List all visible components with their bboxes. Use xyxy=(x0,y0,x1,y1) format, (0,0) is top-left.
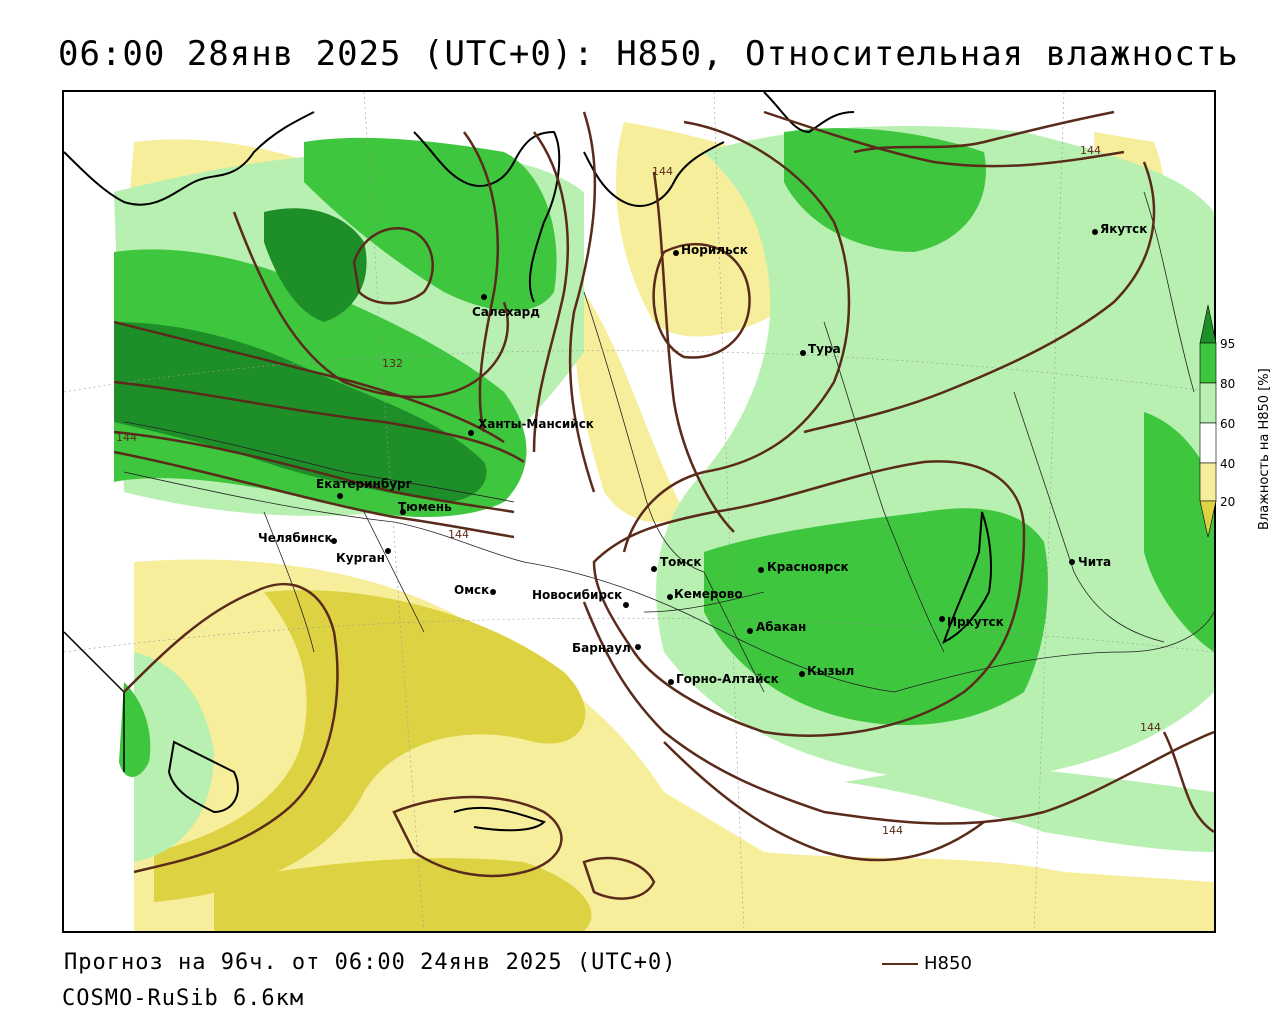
city-marker: Омск xyxy=(454,583,496,597)
city-marker: Чита xyxy=(1069,555,1111,569)
model-info: COSMO-RuSib 6.6км xyxy=(62,986,305,1011)
svg-text:Томск: Томск xyxy=(660,555,702,569)
legend-colorbar xyxy=(1199,304,1217,538)
legend-bottom-arrow xyxy=(1199,500,1217,538)
humidity-legend: 95 80 60 40 20 Влажность на H850 [%] xyxy=(1198,304,1278,555)
city-marker: Горно-Алтайск xyxy=(668,672,779,686)
svg-text:Кызыл: Кызыл xyxy=(807,664,854,678)
city-marker: Красноярск xyxy=(758,560,849,574)
forecast-info: Прогноз на 96ч. от 06:00 24янв 2025 (UTC… xyxy=(64,950,677,975)
city-marker: Салехард xyxy=(472,294,540,319)
legend-band-60 xyxy=(1199,422,1217,464)
city-marker: Якутск xyxy=(1092,222,1147,236)
svg-text:Горно-Алтайск: Горно-Алтайск xyxy=(676,672,779,686)
svg-text:Якутск: Якутск xyxy=(1100,222,1147,236)
svg-text:Кемерово: Кемерово xyxy=(674,587,743,601)
contour-label: 144 xyxy=(448,528,469,541)
svg-text:Новосибирск: Новосибирск xyxy=(532,588,622,602)
svg-text:Иркутск: Иркутск xyxy=(947,615,1004,629)
svg-text:Омск: Омск xyxy=(454,583,489,597)
svg-text:Барнаул: Барнаул xyxy=(572,641,631,655)
legend-axis-label: Влажность на H850 [%] xyxy=(1257,368,1272,530)
city-marker: Томск xyxy=(651,555,702,572)
city-marker: Курган xyxy=(336,548,391,565)
legend-band-40 xyxy=(1199,462,1217,502)
humidity-fields xyxy=(114,122,1214,931)
contour-legend: H850 xyxy=(882,953,972,974)
svg-text:Салехард: Салехард xyxy=(472,305,540,319)
map-title: 06:00 28янв 2025 (UTC+0): H850, Относите… xyxy=(58,34,1239,74)
legend-band-95 xyxy=(1199,342,1217,384)
legend-tick: 95 xyxy=(1220,337,1235,351)
svg-text:Абакан: Абакан xyxy=(756,620,806,634)
svg-text:Тура: Тура xyxy=(808,342,841,356)
svg-text:Екатеринбург: Екатеринбург xyxy=(316,477,412,491)
city-marker: Тюмень xyxy=(398,500,452,515)
city-marker: Кызыл xyxy=(799,664,854,678)
legend-tick: 60 xyxy=(1220,417,1235,431)
city-marker: Екатеринбург xyxy=(316,477,412,499)
city-marker: Норильск xyxy=(673,243,748,257)
legend-tick: 40 xyxy=(1220,457,1235,471)
svg-text:Курган: Курган xyxy=(336,551,385,565)
svg-text:Красноярск: Красноярск xyxy=(767,560,849,574)
legend-band-80 xyxy=(1199,382,1217,424)
contour-label: 144 xyxy=(1140,721,1161,734)
contour-legend-label: H850 xyxy=(924,953,972,974)
legend-tick: 80 xyxy=(1220,377,1235,391)
legend-tick: 20 xyxy=(1220,495,1235,509)
city-marker: Ханты-Мансийск xyxy=(468,417,594,436)
svg-text:Ханты-Мансийск: Ханты-Мансийск xyxy=(478,417,594,431)
contour-legend-line xyxy=(882,963,918,965)
city-marker: Барнаул xyxy=(572,641,641,655)
city-marker: Новосибирск xyxy=(532,588,629,608)
contour-label: 144 xyxy=(116,431,137,444)
h850-contours xyxy=(113,110,1214,900)
city-markers: Якутск Норильск Салехард Тура Ханты-Манс… xyxy=(258,222,1147,686)
svg-text:Челябинск: Челябинск xyxy=(258,531,333,545)
city-marker: Абакан xyxy=(747,620,806,634)
contour-label: 144 xyxy=(882,824,903,837)
contour-label: 144 xyxy=(652,165,673,178)
humidity-map: 144 144 132 144 144 144 144 Якутск Норил… xyxy=(62,90,1216,933)
svg-text:Тюмень: Тюмень xyxy=(398,500,452,514)
city-marker: Иркутск xyxy=(939,615,1004,629)
legend-top-arrow xyxy=(1199,304,1217,344)
city-marker: Тура xyxy=(800,342,841,356)
city-marker: Челябинск xyxy=(258,531,337,545)
svg-text:Норильск: Норильск xyxy=(681,243,748,257)
svg-text:Чита: Чита xyxy=(1078,555,1111,569)
contour-label-group: 144 144 132 144 144 144 144 xyxy=(116,144,1161,837)
city-marker: Кемерово xyxy=(667,587,743,601)
contour-label: 144 xyxy=(1080,144,1101,157)
contour-label: 132 xyxy=(382,357,403,370)
